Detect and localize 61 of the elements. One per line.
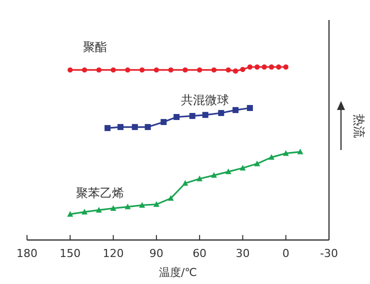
point [262,64,267,70]
point [225,168,232,174]
x-tick-label: -30 [320,247,338,260]
point [144,124,151,130]
point [232,68,238,74]
point [67,211,74,217]
point [246,105,253,111]
point [196,67,202,73]
point [182,180,188,186]
point [68,67,73,73]
x-tick-label: 30 [236,247,250,260]
x-tick-label: 120 [102,247,124,260]
point [168,195,174,201]
point [210,172,217,178]
point [254,64,260,70]
point [268,154,274,160]
point [254,160,260,166]
x-tick-label: 60 [192,247,207,260]
point [96,67,102,73]
point [240,66,246,72]
point [139,202,146,208]
point [211,67,217,73]
y-axis-title: 热流 [352,114,366,138]
point [196,176,203,182]
point [96,206,102,213]
point [297,148,304,154]
point [174,114,180,120]
point [283,64,288,70]
point [104,125,111,132]
point [139,67,145,73]
point [168,67,174,73]
point [110,205,116,211]
point [268,64,274,70]
series-label: 共混微球 [181,93,229,107]
series-label: 聚苯乙烯 [76,186,124,200]
point [160,119,167,126]
point [240,164,246,171]
series-label: 聚酯 [83,40,107,54]
point [117,124,124,130]
point [189,112,196,119]
point [132,124,138,130]
point [218,110,224,116]
point [82,208,88,214]
x-tick-label: 180 [16,247,38,260]
point [82,67,88,73]
x-axis-title: 温度/℃ [158,266,198,279]
point [247,64,253,70]
point [154,67,160,73]
point [226,67,231,73]
point [282,150,289,156]
point [276,64,282,70]
point [125,67,130,73]
point [110,67,116,73]
x-tick-label: 90 [149,247,164,260]
x-tick-label: 150 [60,247,81,260]
point [153,201,160,207]
point [182,67,188,73]
point [124,204,131,210]
x-tick-label: 0 [282,247,290,260]
point [202,112,208,118]
point [232,107,239,114]
